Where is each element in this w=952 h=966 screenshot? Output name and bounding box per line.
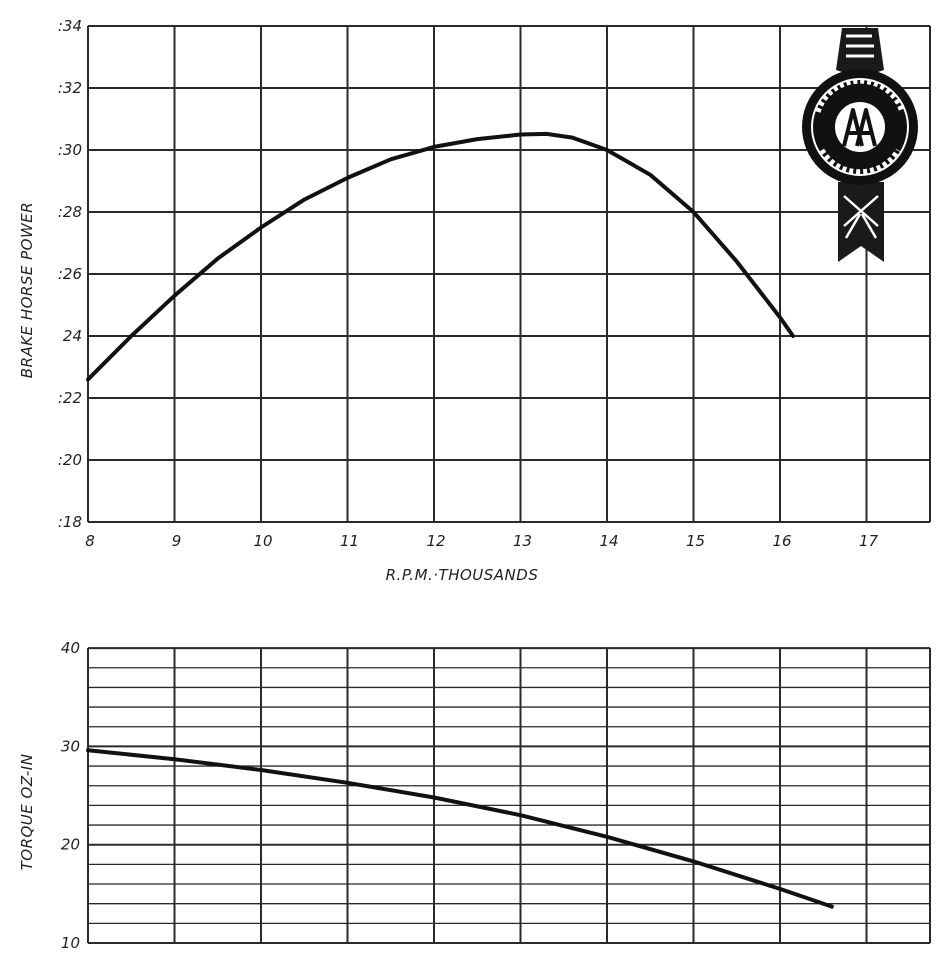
top-y-tick-label: :30 <box>58 141 82 159</box>
top-x-tick-label: 10 <box>253 532 272 550</box>
bottom-y-tick-label: 10 <box>61 934 80 952</box>
bottom-chart-y-axis-label: TORQUE OZ-IN <box>18 754 36 871</box>
aeromodeller-analysis-seal-logo <box>802 28 918 262</box>
torque-curve <box>86 748 834 909</box>
top-chart-x-ticks: 8 9 10 11 12 13 14 15 16 17 <box>85 532 878 550</box>
brake-horse-power-curve <box>86 131 795 382</box>
top-chart-x-axis-label: R.P.M.·THOUSANDS <box>386 566 539 584</box>
top-x-tick-label: 13 <box>513 532 532 550</box>
bottom-chart-y-ticks: 10 20 30 40 <box>61 639 80 952</box>
top-chart-y-axis-label: BRAKE HORSE POWER <box>18 202 36 378</box>
bottom-chart-grid <box>87 647 931 944</box>
top-y-tick-label: :20 <box>58 451 82 469</box>
top-y-tick-label: :18 <box>58 513 82 531</box>
brake-horse-power-chart: 8 9 10 11 12 13 14 15 16 17 :18 :20 :22 24 :26 :28 :30:… <box>18 17 931 584</box>
top-x-tick-label: 17 <box>859 532 879 550</box>
bottom-y-tick-label: 40 <box>61 639 80 657</box>
bottom-y-tick-label: 30 <box>61 737 80 755</box>
top-y-tick-label: :34 <box>58 17 82 35</box>
top-x-tick-label: 12 <box>426 532 445 550</box>
top-y-tick-label: :22 <box>58 389 82 407</box>
bottom-y-tick-label: 20 <box>61 836 80 854</box>
top-x-tick-label: 15 <box>686 532 705 550</box>
top-y-tick-label: :28 <box>58 203 82 221</box>
torque-chart: 10 20 30 40 TORQUE OZ-IN <box>18 639 931 952</box>
top-x-tick-label: 11 <box>340 532 359 550</box>
top-chart-y-ticks: :18 :20 :22 24 :26 :28 :30 :32 :34 <box>58 17 82 531</box>
top-x-tick-label: 16 <box>772 532 791 550</box>
top-x-tick-label: 8 <box>85 532 95 550</box>
top-y-tick-label: 24 <box>63 327 82 345</box>
top-y-tick-label: :32 <box>58 79 82 97</box>
top-x-tick-label: 9 <box>172 532 182 550</box>
top-x-tick-label: 14 <box>599 532 618 550</box>
top-chart-grid <box>87 25 931 523</box>
top-y-tick-label: :26 <box>58 265 82 283</box>
